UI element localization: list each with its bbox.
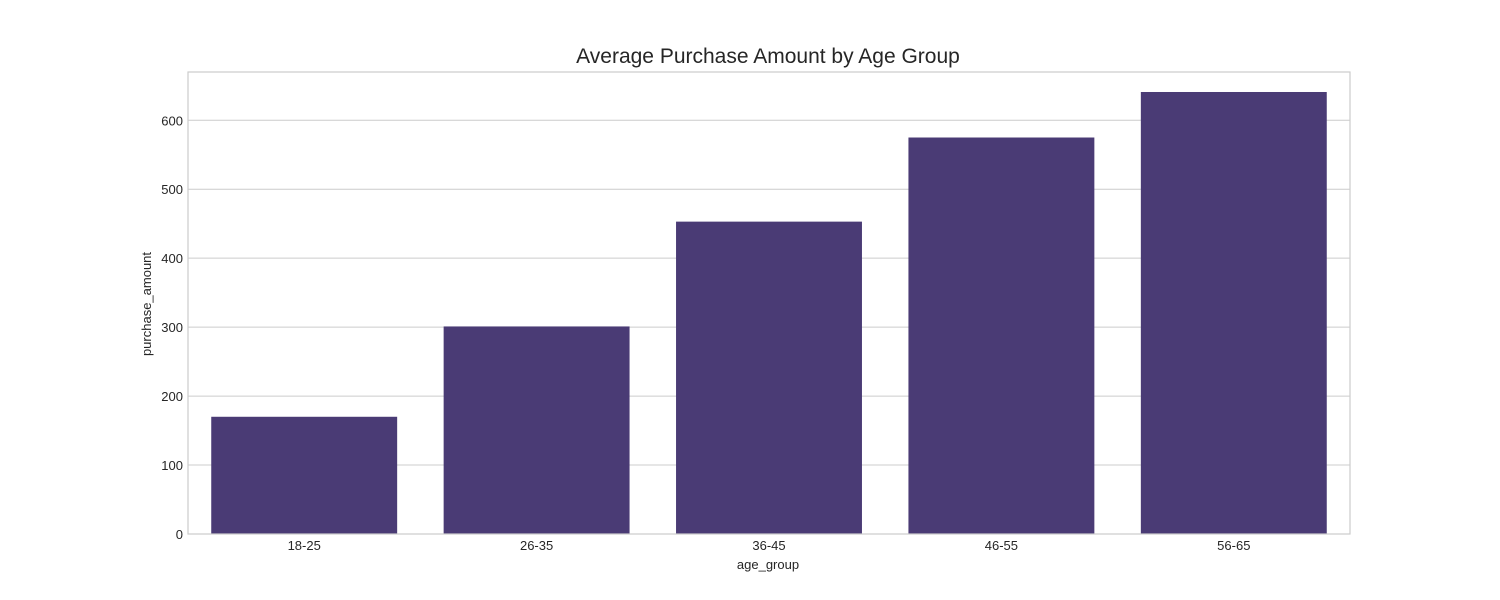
y-tick-label: 400 — [161, 251, 183, 266]
y-tick-label: 0 — [176, 527, 183, 542]
bar-56-65 — [1140, 91, 1327, 535]
x-tick-label: 46-55 — [985, 538, 1018, 553]
x-tick-labels: 18-25 26-35 36-45 46-55 56-65 — [288, 538, 1251, 553]
plot-frame — [187, 71, 1351, 535]
x-axis-label: age_group — [737, 557, 799, 572]
x-tick-label: 26-35 — [520, 538, 553, 553]
x-tick-label: 18-25 — [288, 538, 321, 553]
bars — [211, 91, 1327, 535]
y-tick-label: 300 — [161, 320, 183, 335]
bar-26-35 — [443, 326, 630, 534]
y-tick-label: 100 — [161, 458, 183, 473]
bar-46-55 — [908, 137, 1095, 535]
y-tick-label: 600 — [161, 113, 183, 128]
y-axis-label: purchase_amount — [139, 252, 154, 356]
bar-18-25 — [211, 416, 398, 534]
x-tick-label: 56-65 — [1217, 538, 1250, 553]
y-tick-label: 500 — [161, 182, 183, 197]
y-tick-label: 200 — [161, 389, 183, 404]
chart-title: Average Purchase Amount by Age Group — [576, 45, 960, 68]
bar-36-45 — [676, 221, 862, 534]
x-tick-label: 36-45 — [752, 538, 785, 553]
y-tick-labels: 0 100 200 300 400 500 600 — [161, 113, 183, 542]
